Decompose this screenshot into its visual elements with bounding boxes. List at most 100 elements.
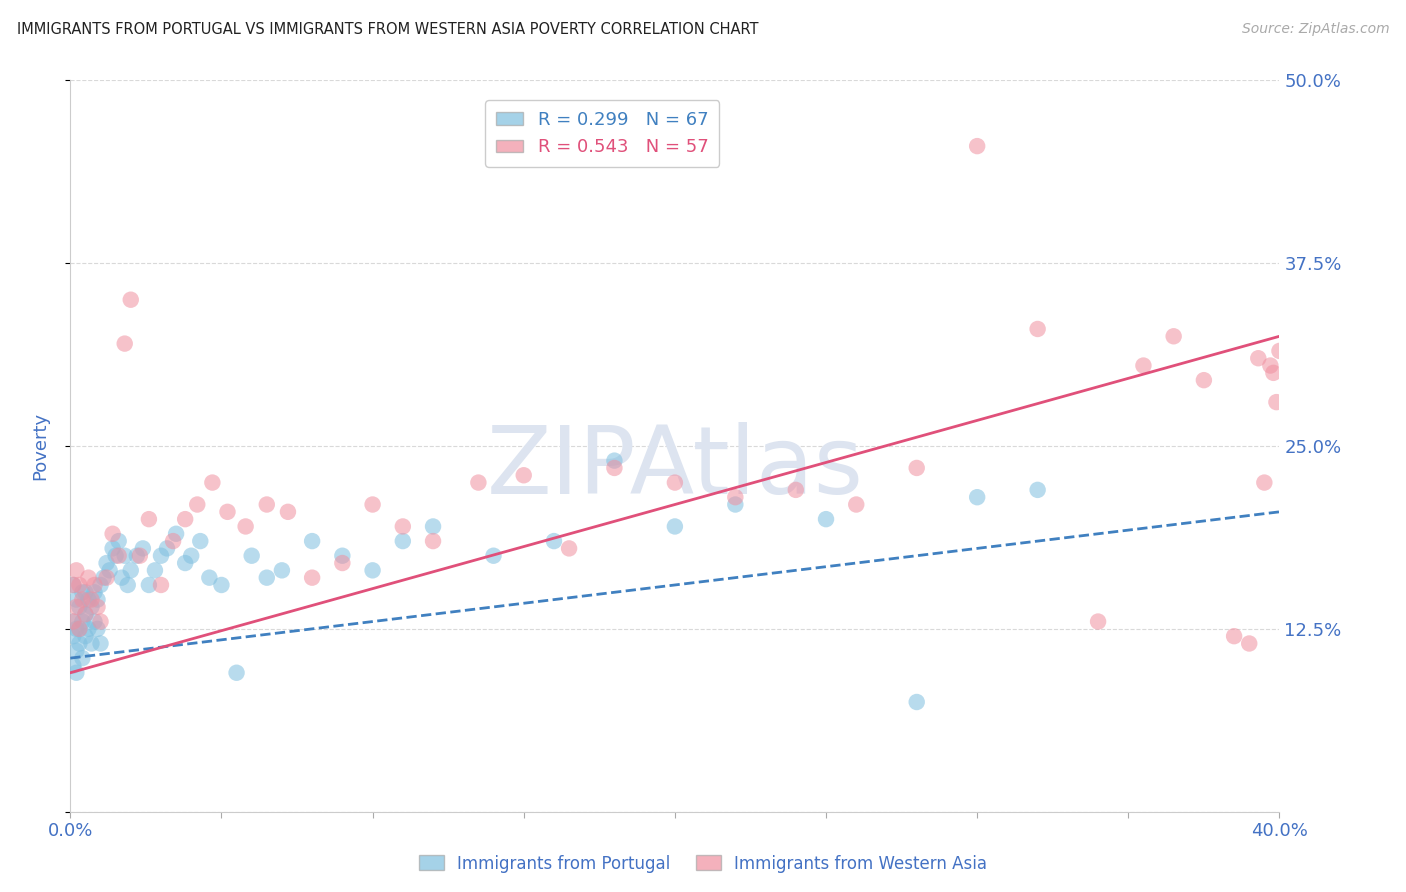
- Point: [65, 622, 87, 636]
- Point: [277, 505, 299, 519]
- Point: [132, 541, 155, 556]
- Point: [98, 563, 121, 577]
- Point: [905, 461, 928, 475]
- Point: [240, 549, 263, 563]
- Point: [90, 578, 111, 592]
- Point: [905, 695, 928, 709]
- Point: [67, 622, 90, 636]
- Point: [104, 549, 127, 563]
- Point: [72, 651, 94, 665]
- Point: [270, 563, 294, 577]
- Point: [1247, 351, 1270, 366]
- Point: [664, 475, 686, 490]
- Point: [361, 498, 384, 512]
- Point: [201, 475, 224, 490]
- Point: [543, 534, 565, 549]
- Text: IMMIGRANTS FROM PORTUGAL VS IMMIGRANTS FROM WESTERN ASIA POVERTY CORRELATION CHA: IMMIGRANTS FROM PORTUGAL VS IMMIGRANTS F…: [17, 22, 758, 37]
- Point: [225, 665, 247, 680]
- Point: [150, 549, 172, 563]
- Point: [101, 526, 124, 541]
- Point: [67, 599, 90, 614]
- Point: [422, 534, 444, 549]
- Point: [1239, 636, 1261, 650]
- Point: [90, 615, 111, 629]
- Point: [513, 468, 536, 483]
- Point: [1026, 483, 1049, 497]
- Point: [120, 563, 142, 577]
- Point: [558, 541, 581, 556]
- Point: [1265, 395, 1288, 409]
- Point: [966, 490, 988, 504]
- Point: [143, 563, 166, 577]
- Point: [93, 571, 115, 585]
- Point: [77, 622, 100, 636]
- Point: [1026, 322, 1049, 336]
- Point: [1087, 615, 1109, 629]
- Point: [1132, 359, 1154, 373]
- Point: [482, 549, 505, 563]
- Point: [966, 139, 988, 153]
- Point: [75, 607, 97, 622]
- Point: [138, 512, 160, 526]
- Point: [845, 498, 868, 512]
- Point: [138, 578, 160, 592]
- Point: [1192, 373, 1215, 387]
- Point: [301, 571, 323, 585]
- Point: [101, 541, 124, 556]
- Point: [107, 534, 129, 549]
- Point: [77, 592, 100, 607]
- Legend: R = 0.299   N = 67, R = 0.543   N = 57: R = 0.299 N = 67, R = 0.543 N = 57: [485, 100, 720, 167]
- Point: [62, 615, 84, 629]
- Point: [65, 592, 87, 607]
- Point: [86, 599, 108, 614]
- Text: ZIPAtlas: ZIPAtlas: [486, 422, 863, 514]
- Point: [186, 498, 208, 512]
- Point: [180, 549, 202, 563]
- Point: [75, 629, 97, 643]
- Point: [1263, 366, 1285, 380]
- Point: [217, 505, 239, 519]
- Point: [80, 592, 103, 607]
- Point: [664, 519, 686, 533]
- Point: [211, 578, 233, 592]
- Point: [301, 534, 323, 549]
- Point: [86, 622, 108, 636]
- Point: [724, 498, 747, 512]
- Point: [162, 534, 184, 549]
- Point: [361, 563, 384, 577]
- Y-axis label: Poverty: Poverty: [31, 412, 49, 480]
- Point: [117, 578, 139, 592]
- Point: [1163, 329, 1185, 343]
- Point: [1260, 359, 1282, 373]
- Point: [75, 585, 97, 599]
- Point: [150, 578, 172, 592]
- Point: [67, 636, 90, 650]
- Point: [62, 629, 84, 643]
- Point: [83, 615, 105, 629]
- Point: [603, 461, 626, 475]
- Point: [165, 526, 187, 541]
- Point: [67, 622, 90, 636]
- Point: [815, 512, 838, 526]
- Point: [83, 585, 105, 599]
- Point: [156, 541, 179, 556]
- Point: [72, 615, 94, 629]
- Point: [188, 534, 211, 549]
- Point: [67, 578, 90, 592]
- Point: [120, 293, 142, 307]
- Legend: Immigrants from Portugal, Immigrants from Western Asia: Immigrants from Portugal, Immigrants fro…: [412, 848, 994, 880]
- Point: [422, 519, 444, 533]
- Point: [174, 512, 197, 526]
- Point: [62, 578, 84, 592]
- Point: [80, 636, 103, 650]
- Point: [90, 636, 111, 650]
- Point: [65, 563, 87, 577]
- Point: [235, 519, 257, 533]
- Point: [785, 483, 807, 497]
- Point: [96, 556, 118, 570]
- Point: [391, 519, 415, 533]
- Point: [72, 585, 94, 599]
- Point: [724, 490, 747, 504]
- Point: [256, 571, 278, 585]
- Point: [1268, 343, 1291, 358]
